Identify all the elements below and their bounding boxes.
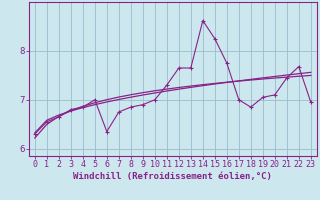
X-axis label: Windchill (Refroidissement éolien,°C): Windchill (Refroidissement éolien,°C): [73, 172, 272, 181]
